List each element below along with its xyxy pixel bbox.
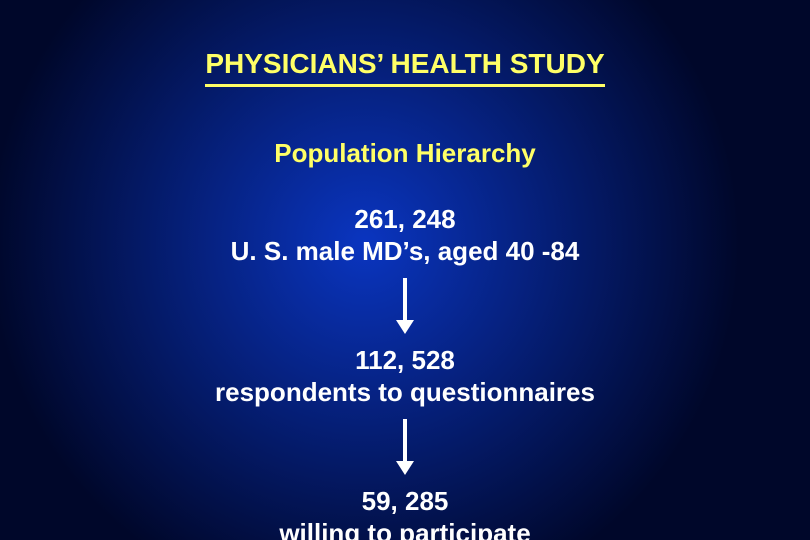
hierarchy: 261, 248U. S. male MD’s, aged 40 -84 112… xyxy=(0,203,810,540)
hierarchy-node: 59, 285willing to participate xyxy=(0,485,810,540)
node-count: 261, 248 xyxy=(0,203,810,236)
slide-subtitle: Population Hierarchy xyxy=(0,138,810,169)
down-arrow-icon xyxy=(0,278,810,334)
hierarchy-node: 112, 528respondents to questionnaires xyxy=(0,344,810,409)
node-description: respondents to questionnaires xyxy=(0,376,810,409)
node-count: 59, 285 xyxy=(0,485,810,518)
slide: PHYSICIANS’ HEALTH STUDY Population Hier… xyxy=(0,0,810,540)
slide-title: PHYSICIANS’ HEALTH STUDY xyxy=(205,48,604,87)
node-description: willing to participate xyxy=(0,517,810,540)
node-count: 112, 528 xyxy=(0,344,810,377)
hierarchy-node: 261, 248U. S. male MD’s, aged 40 -84 xyxy=(0,203,810,268)
node-description: U. S. male MD’s, aged 40 -84 xyxy=(0,235,810,268)
down-arrow-icon xyxy=(0,419,810,475)
